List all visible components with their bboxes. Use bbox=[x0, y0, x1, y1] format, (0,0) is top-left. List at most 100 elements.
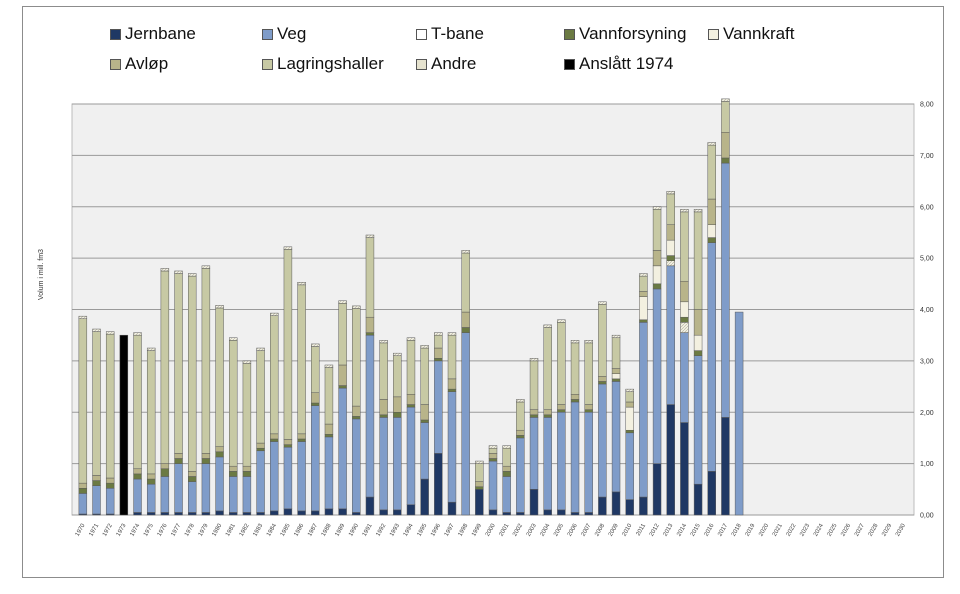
bar-segment-jernbane bbox=[557, 509, 566, 516]
x-tick-label: 1993 bbox=[389, 522, 401, 537]
bar-segment-andre bbox=[611, 334, 621, 339]
bar-segment-andre bbox=[420, 345, 429, 349]
bar-segment-lagringshaller bbox=[256, 350, 265, 444]
bar-segment-jernbane bbox=[434, 453, 443, 516]
bar-segment-vannforsyning bbox=[283, 444, 293, 448]
bar-segment-vannforsyning bbox=[379, 414, 388, 418]
bar-segment-avl-p bbox=[379, 399, 388, 416]
x-tick-label: 1978 bbox=[184, 522, 196, 537]
x-tick-label: 2026 bbox=[840, 522, 852, 537]
bar-segment-veg bbox=[707, 242, 716, 472]
bar-segment-andre bbox=[721, 98, 730, 102]
bar-segment-andre bbox=[146, 347, 156, 351]
bar-segment-lagringshaller bbox=[160, 270, 170, 464]
x-tick-label: 1984 bbox=[266, 522, 278, 537]
bar-segment-veg bbox=[721, 162, 730, 418]
bar-segment-vannforsyning bbox=[229, 471, 238, 477]
bar-segment-veg bbox=[215, 456, 224, 512]
x-tick-label: 2015 bbox=[690, 522, 702, 537]
bar-segment-avl-p bbox=[420, 404, 429, 421]
bar-segment-jernbane bbox=[311, 510, 320, 516]
bar-segment-avl-p bbox=[639, 291, 648, 297]
x-tick-label: 2025 bbox=[827, 522, 839, 537]
x-tick-label: 1973 bbox=[116, 522, 128, 537]
bar-segment-andre bbox=[379, 340, 388, 344]
bar-segment-vannforsyning bbox=[242, 471, 252, 477]
x-tick-label: 1985 bbox=[280, 522, 292, 537]
bar-segment-vannkraft bbox=[693, 334, 703, 351]
x-tick-label: 2027 bbox=[854, 522, 866, 537]
bar-segment-jernbane bbox=[215, 510, 224, 516]
bar-segment-andre bbox=[584, 340, 593, 344]
legend-swatch bbox=[262, 58, 273, 70]
bar-segment-avl-p bbox=[92, 475, 101, 481]
bar-segment-vannforsyning bbox=[475, 486, 484, 490]
bar-segment-vannforsyning bbox=[365, 332, 375, 336]
bar-segment-jernbane bbox=[201, 512, 211, 516]
bar-segment-jernbane bbox=[242, 512, 252, 516]
x-tick-label: 1982 bbox=[239, 522, 251, 537]
bar-segment-lagringshaller bbox=[488, 447, 498, 454]
bar-segment-lagringshaller bbox=[270, 315, 279, 435]
y-tick-label: 7,00 bbox=[920, 153, 934, 160]
bar-segment-avl-p bbox=[693, 309, 703, 336]
bar-segment-lagringshaller bbox=[393, 355, 402, 398]
bar-segment-lagringshaller bbox=[570, 342, 580, 395]
bar-segment-jernbane bbox=[529, 489, 539, 516]
x-tick-label: 1977 bbox=[170, 522, 182, 537]
legend-swatch bbox=[416, 28, 427, 40]
legend-swatch bbox=[564, 58, 575, 70]
bar-segment-vannforsyning bbox=[420, 419, 429, 423]
x-tick-label: 1987 bbox=[307, 522, 319, 537]
bar-segment-lagringshaller bbox=[680, 211, 689, 282]
bar-segment-lagringshaller bbox=[639, 275, 648, 292]
bar-segment-jernbane bbox=[475, 489, 484, 516]
bar-segment-veg bbox=[543, 417, 552, 511]
legend-item-jernbane: Jernbane bbox=[110, 24, 196, 44]
bar-segment-andre bbox=[352, 305, 361, 309]
bar-segment-avl-p bbox=[406, 394, 416, 405]
bar-segment-vannforsyning bbox=[516, 435, 525, 439]
bar-segment-vannforsyning bbox=[570, 399, 580, 403]
x-tick-label: 2000 bbox=[485, 522, 497, 537]
bar-segment-jernbane bbox=[324, 508, 334, 516]
x-tick-label: 1999 bbox=[471, 522, 483, 537]
x-tick-label: 2017 bbox=[717, 522, 729, 537]
bar-segment-lagringshaller bbox=[187, 275, 197, 472]
bar-segment-veg bbox=[187, 481, 197, 513]
bar-segment-avl-p bbox=[201, 453, 211, 459]
x-tick-label: 2029 bbox=[881, 522, 893, 537]
bar-segment-andre bbox=[174, 270, 183, 274]
bar-segment-veg bbox=[352, 418, 361, 513]
legend-item-vannforsyning: Vannforsyning bbox=[564, 24, 686, 44]
bar-segment-andre bbox=[461, 250, 470, 254]
x-tick-label: 1975 bbox=[143, 522, 155, 537]
bar-segment-vannforsyning bbox=[215, 451, 224, 458]
bar-segment-veg bbox=[570, 401, 580, 513]
legend-item-anslatt-1974: Anslått 1974 bbox=[564, 54, 674, 74]
bar-segment-veg bbox=[625, 432, 634, 500]
x-tick-label: 1995 bbox=[416, 522, 428, 537]
bar-segment-veg bbox=[338, 387, 347, 510]
x-tick-label: 2008 bbox=[594, 522, 606, 537]
x-tick-label: 1998 bbox=[458, 522, 470, 537]
bar-segment-veg bbox=[105, 488, 115, 515]
bar-segment-jernbane bbox=[187, 512, 197, 516]
bar-segment-jernbane bbox=[338, 508, 347, 516]
bar-segment-lagringshaller bbox=[502, 447, 511, 467]
bar-segment-avl-p bbox=[707, 198, 716, 225]
x-tick-label: 1989 bbox=[334, 522, 346, 537]
bar-segment-veg bbox=[146, 483, 156, 513]
bar-segment-jernbane bbox=[570, 512, 580, 516]
bar-segment-andre bbox=[543, 324, 552, 328]
bar-segment-lagringshaller bbox=[652, 209, 662, 251]
legend-swatch bbox=[110, 28, 121, 40]
bar-segment-avl-p bbox=[133, 468, 142, 475]
bar-segment-vannforsyning bbox=[406, 404, 416, 408]
legend-swatch bbox=[262, 28, 273, 40]
bar-segment-vannforsyning bbox=[598, 381, 607, 385]
x-tick-label: 1992 bbox=[375, 522, 387, 537]
bar-segment-lagringshaller bbox=[92, 331, 101, 476]
bar-segment-lagringshaller bbox=[707, 144, 716, 200]
bar-segment-veg bbox=[201, 463, 211, 513]
